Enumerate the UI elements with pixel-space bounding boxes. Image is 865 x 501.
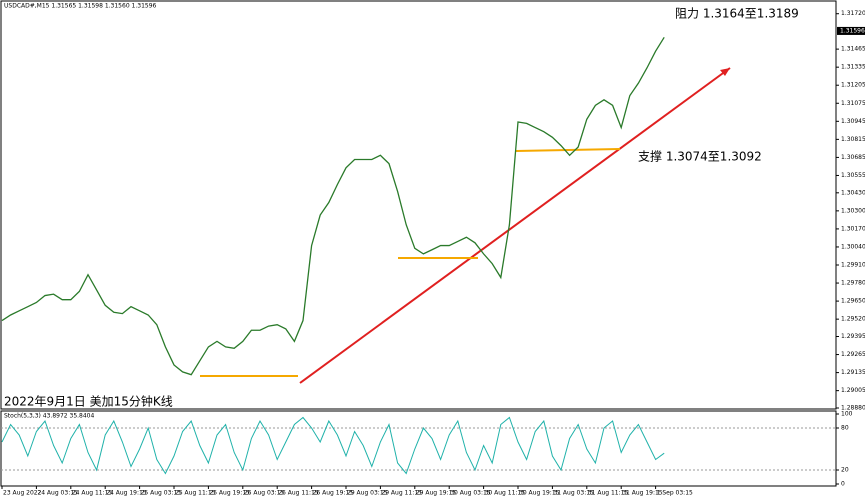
x-tick-label: 31 Aug 11:15 bbox=[588, 490, 629, 497]
x-tick-label: 24 Aug 19:15 bbox=[106, 490, 147, 497]
y-tick-label: 20 bbox=[841, 467, 849, 474]
x-tick-label: 26 Aug 03:15 bbox=[244, 490, 285, 497]
x-tick-label: 25 Aug 11:15 bbox=[175, 490, 216, 497]
x-tick-label: 30 Aug 03:15 bbox=[450, 490, 491, 497]
stoch-label: Stoch(5,3,3) 43.8972 35.8404 bbox=[4, 413, 95, 420]
y-tick-label: 1.31205 bbox=[841, 82, 865, 89]
x-tick-label: 30 Aug 11:15 bbox=[485, 490, 526, 497]
y-tick-label: 1.30555 bbox=[841, 172, 865, 179]
x-tick-label: 31 Aug 03:15 bbox=[553, 490, 594, 497]
y-tick-label: 1.29780 bbox=[841, 280, 865, 287]
y-tick-label: 0 bbox=[841, 481, 845, 488]
y-tick-label: 1.29265 bbox=[841, 351, 865, 358]
stoch-line bbox=[1, 416, 665, 475]
y-tick-label: 100 bbox=[841, 411, 853, 418]
y-tick-label: 1.31720 bbox=[841, 10, 865, 17]
y-tick-label: 1.29135 bbox=[841, 369, 865, 376]
y-tick-label: 1.30815 bbox=[841, 136, 865, 143]
main-frame bbox=[0, 0, 837, 410]
y-tick-label: 1.30430 bbox=[841, 189, 865, 196]
y-tick-label: 1.30685 bbox=[841, 154, 865, 161]
trend-line bbox=[299, 67, 731, 384]
trend-arrow bbox=[720, 68, 730, 76]
support-note: 支撑 1.3074至1.3092 bbox=[638, 149, 762, 164]
y-tick-label: 80 bbox=[841, 425, 849, 432]
y-tick-label: 1.29520 bbox=[841, 316, 865, 323]
caption: 2022年9月1日 美加15分钟K线 bbox=[4, 394, 173, 409]
resistance-note: 阻力 1.3164至1.3189 bbox=[675, 7, 799, 21]
y-tick-label: 1.29395 bbox=[841, 333, 865, 340]
x-tick-label: 29 Aug 11:15 bbox=[381, 490, 422, 497]
y-tick-label: 1.29910 bbox=[841, 262, 865, 269]
y-tick-label: 1.29005 bbox=[841, 387, 865, 394]
y-tick-label: 1.30300 bbox=[841, 207, 865, 214]
stoch-frame bbox=[0, 410, 837, 487]
last-price-label: 1.31596 bbox=[840, 27, 865, 34]
support-arrow bbox=[515, 148, 621, 152]
x-tick-label: 29 Aug 03:15 bbox=[347, 490, 388, 497]
x-tick-label: 25 Aug 19:15 bbox=[209, 490, 250, 497]
y-tick-label: 1.30040 bbox=[841, 243, 865, 250]
last-price-box bbox=[837, 26, 865, 35]
x-tick-label: 26 Aug 11:15 bbox=[278, 490, 319, 497]
x-tick-label: 1 Sep 03:15 bbox=[657, 490, 693, 497]
x-tick-label: 31 Aug 19:15 bbox=[622, 490, 663, 497]
x-tick-label: 29 Aug 19:15 bbox=[416, 490, 457, 497]
y-tick-label: 1.29650 bbox=[841, 298, 865, 305]
y-tick-label: 1.31465 bbox=[841, 46, 865, 53]
x-tick-label: 25 Aug 03:15 bbox=[141, 490, 182, 497]
y-tick-label: 1.31075 bbox=[841, 100, 865, 107]
x-tick-label: 23 Aug 2022 bbox=[3, 490, 42, 497]
x-tick-label: 24 Aug 11:15 bbox=[72, 490, 113, 497]
y-tick-label: 1.31335 bbox=[841, 64, 865, 71]
x-tick-label: 26 Aug 19:15 bbox=[313, 490, 354, 497]
header: USDCAD#,M15 1.31565 1.31598 1.31560 1.31… bbox=[4, 3, 157, 10]
y-tick-label: 1.30170 bbox=[841, 225, 865, 232]
x-tick-label: 24 Aug 03:15 bbox=[37, 490, 78, 497]
y-tick-label: 1.30945 bbox=[841, 118, 865, 125]
y-tick-label: 1.28880 bbox=[841, 405, 865, 412]
x-tick-label: 30 Aug 19:15 bbox=[519, 490, 560, 497]
price-line bbox=[1, 36, 665, 376]
